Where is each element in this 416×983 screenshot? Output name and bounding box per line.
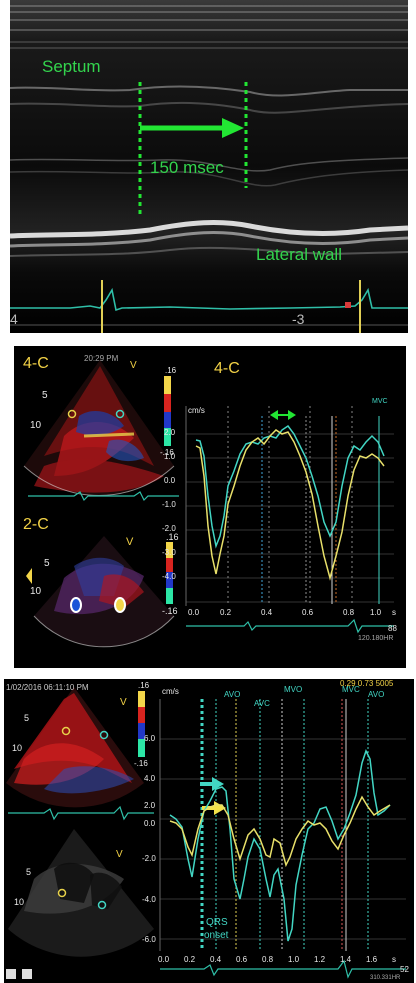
hr-value-panel2: 88	[388, 624, 397, 633]
tdi-images-2	[23, 360, 394, 648]
x-tick: 1.6	[366, 955, 378, 964]
x-tick: 0.8	[343, 608, 355, 617]
colorbar-bottom-3: -.16	[134, 759, 148, 768]
ecg-trace	[10, 287, 408, 312]
y-tick: 2.0	[144, 801, 156, 810]
velocity-unit-3: cm/s	[162, 687, 179, 696]
panel2-timestamp: 20:29 PM	[84, 354, 119, 363]
y-tick: 0.0	[164, 476, 176, 485]
x-tick: 0.2	[220, 608, 232, 617]
x-tick: 1.2	[314, 955, 326, 964]
y-tick: -2.0	[142, 854, 156, 863]
event-avc: AVC	[254, 699, 270, 708]
x-tick: 0.4	[261, 608, 273, 617]
depth-5-gray: 5	[26, 867, 32, 877]
depth-10-tdi: 10	[12, 743, 23, 753]
septum-label: Septum	[42, 57, 101, 76]
event-avo-2: AVO	[368, 690, 385, 699]
tdi-images-3	[6, 687, 406, 979]
y-tick: -1.0	[162, 500, 176, 509]
event-mvc: MVC	[342, 685, 360, 694]
view-2c-label: 2-C	[23, 516, 49, 533]
y-tick: -6.0	[142, 935, 156, 944]
interval-label: 150 msec	[150, 158, 224, 177]
depth-5-tdi: 5	[24, 713, 30, 723]
depth-5-4c: 5	[42, 390, 48, 401]
colorbar-top-1: .16	[165, 366, 177, 375]
colorbar-bottom-1: -.16	[160, 448, 174, 457]
scale-right-label: -3	[292, 311, 305, 327]
x-tick: 0.8	[262, 955, 274, 964]
mvc-label: MVC	[372, 398, 388, 405]
probe-marker-2c: V	[126, 536, 134, 548]
qrs-label: QRS	[206, 917, 228, 928]
top-right-readout: 0.29 0.73 5005	[340, 679, 394, 688]
view-4c-label: 4-C	[23, 355, 49, 372]
tdi-panel-3: 1/02/2016 06:11:10 PM V V .16 -.16 5 10 …	[4, 679, 414, 983]
colorbar-top-2: .16	[166, 532, 179, 542]
probe-marker-gray: V	[116, 849, 123, 860]
colorbar-bottom-2: -.16	[162, 606, 178, 616]
depth-5-2c: 5	[44, 558, 50, 569]
event-avo-1: AVO	[224, 690, 241, 699]
event-mvo: MVO	[284, 685, 303, 694]
onset-label: onset	[204, 930, 229, 941]
x-tick: 0.0	[188, 608, 200, 617]
hr-value-panel3: 52	[400, 965, 409, 974]
lateral-wall-label: Lateral wall	[256, 245, 342, 264]
x-tick: 0.0	[158, 955, 170, 964]
hr-text-panel3: 310.331HR	[370, 975, 401, 981]
x-tick: 1.0	[288, 955, 300, 964]
x-tick: 1.4	[340, 955, 352, 964]
depth-10-4c: 10	[30, 420, 42, 431]
colorbar-top-3: .16	[138, 681, 150, 690]
view-4c-plot-label: 4-C	[214, 360, 240, 377]
panel3-timestamp: 1/02/2016 06:11:10 PM	[6, 683, 89, 692]
y-tick: 4.0	[144, 774, 156, 783]
x-tick: 0.2	[184, 955, 196, 964]
hr-text-panel2: 120.180HR	[358, 635, 394, 642]
mmode-panel: Septum 150 msec Lateral wall 4 -3	[10, 0, 408, 333]
y-tick: -4.0	[162, 572, 176, 581]
mmode-image	[10, 0, 408, 333]
x-unit: s	[392, 608, 396, 617]
x-tick: 0.4	[210, 955, 222, 964]
x-tick: 0.6	[302, 608, 314, 617]
x-unit: s	[392, 955, 396, 964]
scale-left-label: 4	[10, 311, 18, 327]
probe-marker-tdi: V	[120, 697, 127, 708]
y-tick: 0.0	[144, 819, 156, 828]
y-tick: -2.0	[162, 524, 176, 533]
x-tick: 1.0	[370, 608, 382, 617]
y-tick: -4.0	[142, 895, 156, 904]
x-tick: 0.6	[236, 955, 248, 964]
y-tick: 6.0	[144, 734, 156, 743]
probe-marker-4c: V	[130, 360, 137, 371]
y-tick: -3.0	[162, 548, 176, 557]
depth-10-gray: 10	[14, 897, 25, 907]
tdi-panel-4c-2c: 4-C 4-C 2-C 20:29 PM V V .16 -.16 .16 -.…	[14, 346, 406, 668]
y-tick: 1.0	[164, 452, 176, 461]
y-tick: 2.0	[164, 428, 176, 437]
depth-10-2c: 10	[30, 586, 42, 597]
velocity-unit: cm/s	[188, 406, 205, 415]
